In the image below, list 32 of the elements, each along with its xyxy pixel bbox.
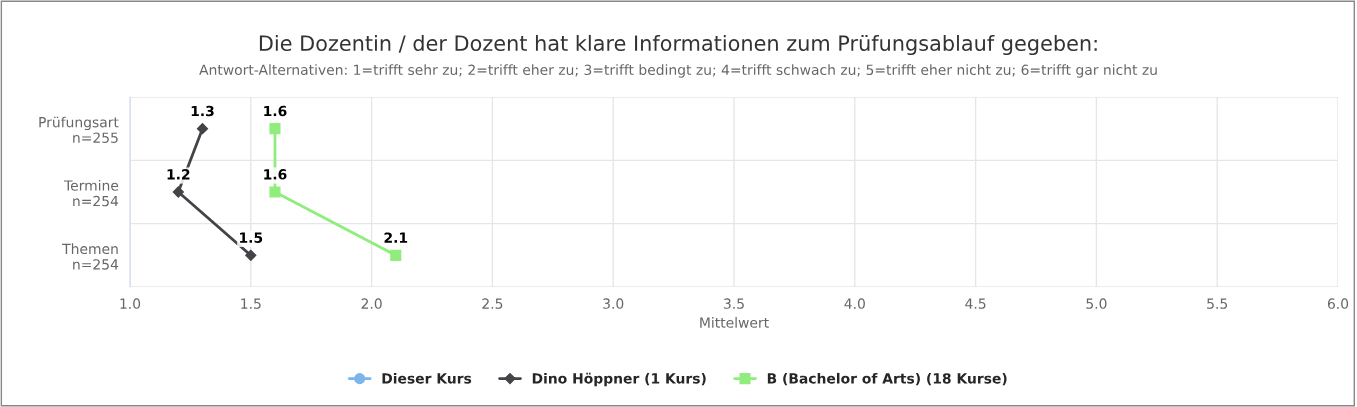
y-tick-label: Termine n=254 [63, 180, 119, 207]
chart-subtitle: Antwort-Alternativen: 1=trifft sehr zu; 2=trifft eher zu; 3=trifft bedingt zu; 4=trifft schwach zu; 5=trifft eher nicht zu; 6=trifft gar nicht zu [199, 64, 1157, 78]
point [390, 249, 402, 261]
x-tick-label: 1.0 [120, 298, 141, 309]
point [172, 186, 184, 198]
data-label: 1.2 [167, 169, 190, 180]
x-tick-label: 5.5 [1207, 298, 1228, 309]
x-tick-label: 5.0 [1086, 298, 1107, 309]
point [245, 249, 257, 261]
point [196, 123, 209, 135]
chart-title: Die Dozentin / der Dozent hat klare Informationen zum Prüfungsablauf gegeben: [259, 34, 1097, 56]
data-label: 1.3 [191, 105, 214, 117]
x-tick-label: 6.0 [1327, 298, 1349, 309]
x-axis-title: Mittelwert [700, 317, 769, 328]
legend-label: Dieser Kurs [382, 372, 472, 384]
data-label: 1.6 [264, 105, 287, 117]
y-tick-label: Prüfungsart n=255 [39, 116, 119, 143]
point [269, 186, 281, 198]
x-tick-label: 4.5 [965, 298, 986, 309]
data-label: 1.6 [264, 169, 287, 180]
point [269, 123, 281, 135]
data-label: 2.1 [384, 232, 408, 243]
y-tick-label: Themen n=254 [62, 243, 119, 270]
x-tick-label: 2.0 [361, 298, 382, 309]
x-tick-label: 2.5 [482, 298, 503, 309]
x-tick-label: 4.0 [844, 298, 865, 309]
x-tick-label: 3.5 [724, 298, 744, 309]
legend-label: Dino Höppner (1 Kurs) [532, 372, 706, 387]
x-tick-label: 3.0 [603, 298, 624, 309]
data-label: 1.5 [240, 232, 263, 243]
x-tick-label: 1.5 [241, 298, 261, 309]
legend-label: B (Bachelor of Arts) (18 Kurse) [767, 372, 1007, 386]
